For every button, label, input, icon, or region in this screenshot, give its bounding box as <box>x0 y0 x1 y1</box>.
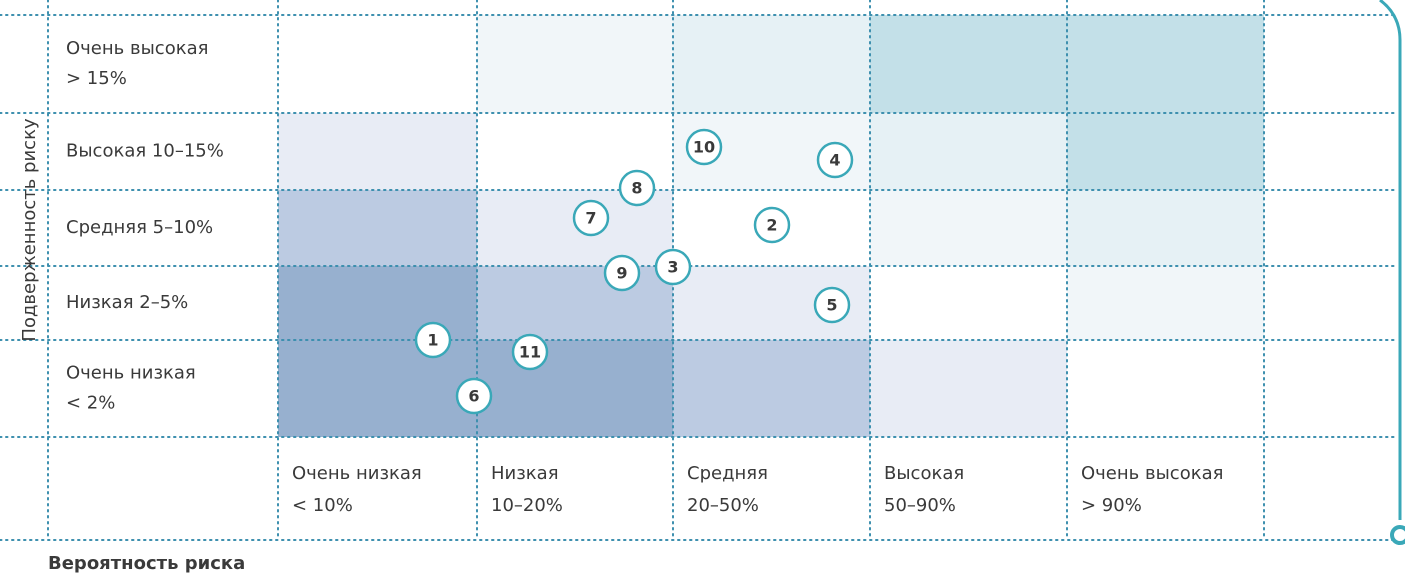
x-axis-label: Вероятность риска <box>48 553 245 574</box>
cell <box>870 266 1067 340</box>
frame-curve <box>1379 0 1402 520</box>
marker-label: 2 <box>766 216 777 235</box>
cell <box>673 15 870 113</box>
risk-marker: 9 <box>603 254 641 292</box>
cell <box>278 190 477 266</box>
risk-marker: 8 <box>618 169 656 207</box>
column-label: Очень высокая <box>1081 463 1223 484</box>
y-axis-label: Подверженность риску <box>19 118 40 342</box>
marker-circle <box>816 141 854 179</box>
marker-label: 6 <box>468 387 479 406</box>
column-label: 50–90% <box>884 495 956 516</box>
marker-circle <box>753 206 791 244</box>
frame-dot <box>1390 525 1405 545</box>
cell <box>1067 340 1264 437</box>
marker-label: 4 <box>829 151 840 170</box>
column-label: Низкая <box>491 463 559 484</box>
risk-marker: 1 <box>414 321 452 359</box>
marker-label: 9 <box>616 264 627 283</box>
marker-circle <box>618 169 656 207</box>
row-label: Средняя 5–10% <box>66 217 213 238</box>
row-label: > 15% <box>66 68 127 89</box>
row-label: Очень низкая <box>66 363 196 384</box>
marker-circle <box>414 321 452 359</box>
risk-marker: 5 <box>813 286 851 324</box>
cell <box>870 113 1067 190</box>
risk-marker: 6 <box>455 377 493 415</box>
cell <box>870 190 1067 266</box>
cell <box>1067 113 1264 190</box>
row-label: < 2% <box>66 393 115 414</box>
cell <box>278 113 477 190</box>
marker-label: 8 <box>631 179 642 198</box>
cell <box>870 340 1067 437</box>
risk-marker: 4 <box>816 141 854 179</box>
cell <box>673 340 870 437</box>
marker-label: 5 <box>826 296 837 315</box>
cell <box>870 15 1067 113</box>
cell <box>477 266 673 340</box>
marker-label: 10 <box>693 138 715 157</box>
cell <box>477 15 673 113</box>
cell <box>477 340 673 437</box>
column-label: Высокая <box>884 463 964 484</box>
cell <box>1067 266 1264 340</box>
risk-marker: 2 <box>753 206 791 244</box>
cell <box>278 340 477 437</box>
row-label: Очень высокая <box>66 38 208 59</box>
cell <box>1067 15 1264 113</box>
marker-circle <box>603 254 641 292</box>
marker-circle <box>654 248 692 286</box>
column-label: Очень низкая <box>292 463 422 484</box>
marker-circle <box>511 333 549 371</box>
marker-label: 7 <box>585 209 596 228</box>
marker-circle <box>685 128 723 166</box>
marker-circle <box>572 199 610 237</box>
marker-label: 3 <box>667 258 678 277</box>
marker-label: 1 <box>427 331 438 350</box>
cell <box>1067 190 1264 266</box>
column-label: Средняя <box>687 463 768 484</box>
risk-marker: 10 <box>685 128 723 166</box>
cell <box>278 15 477 113</box>
risk-marker: 3 <box>654 248 692 286</box>
marker-circle <box>455 377 493 415</box>
column-label: < 10% <box>292 495 353 516</box>
marker-circle <box>813 286 851 324</box>
column-label: 10–20% <box>491 495 563 516</box>
column-label: 20–50% <box>687 495 759 516</box>
risk-marker: 7 <box>572 199 610 237</box>
column-label: > 90% <box>1081 495 1142 516</box>
row-label: Высокая 10–15% <box>66 141 224 162</box>
marker-label: 11 <box>519 343 541 362</box>
row-label: Низкая 2–5% <box>66 292 188 313</box>
risk-marker: 11 <box>511 333 549 371</box>
